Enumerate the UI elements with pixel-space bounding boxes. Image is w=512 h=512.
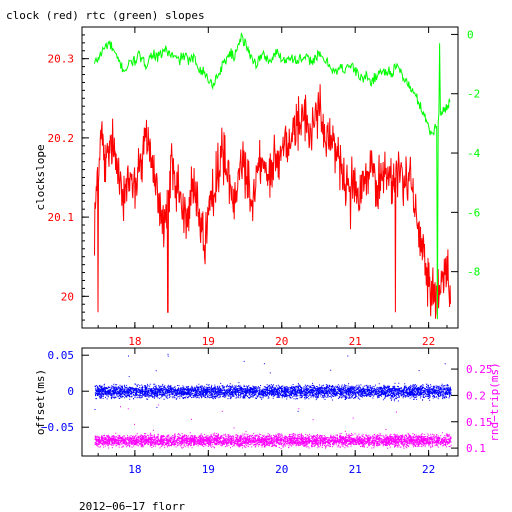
bottom-y-left-tick-label: 0 [67,385,74,398]
top-x-tick-label: 20 [275,335,288,348]
top-panel: 18 19 20 21 22 20 20.1 20.2 20.3 0 -2 -4 -6 -8 clocksl… [34,26,481,348]
bottom-x-tick-label: 20 [275,463,288,476]
top-y-left-axis-title: clockslope [34,144,47,210]
bottom-x-tick-label: 22 [422,463,435,476]
top-y-left-tick-label: 20.2 [48,132,75,145]
top-y-right-tick-label: -8 [467,266,480,279]
clock-series-line [94,84,451,319]
top-x-tick-label: 19 [202,335,215,348]
top-x-tick-label: 22 [422,335,435,348]
top-y-right-tick-label: -4 [467,147,481,160]
top-y-right-tick-label: 0 [467,28,474,41]
bottom-y-left-tick-label: −0.05 [41,421,74,434]
bottom-x-tick-label: 18 [128,463,141,476]
top-y-right-tick-label: -6 [467,206,480,219]
bottom-x-tick-label: 19 [202,463,215,476]
bottom-y-left-axis-title: offset(ms) [34,369,47,435]
chart-title: clock (red) rtc (green) slopes [6,9,205,22]
footer-label: 2012−06−17 florr [79,500,185,512]
rtc-series-line [94,32,451,320]
bottom-y-right-tick-label: 0.15 [466,416,493,429]
top-y-left-tick-label: 20.1 [48,211,75,224]
offset-scatter [94,353,452,412]
bottom-y-right-tick-label: 0.25 [466,363,493,376]
top-y-left-tick-label: 20 [61,290,74,303]
top-x-tick-label: 18 [128,335,141,348]
bottom-y-right-tick-label: 0.1 [466,442,486,455]
bottom-plot-frame [81,347,459,457]
bottom-y-right-tick-label: 0.2 [466,389,486,402]
bottom-y-left-tick-label: 0.05 [48,349,75,362]
top-x-tick-label: 21 [349,335,362,348]
bottom-panel: 18 19 20 21 22 0.05 0 −0.05 0.25 0.2 0.15 0.1 offset… [34,347,501,476]
bottom-x-tick-label: 21 [349,463,362,476]
top-y-left-tick-label: 20.3 [48,53,75,66]
bottom-y-right-axis-title: rnd−trip(ms) [488,362,501,441]
top-y-right-tick-label: -2 [467,88,480,101]
rnd-trip-scatter [94,404,452,450]
